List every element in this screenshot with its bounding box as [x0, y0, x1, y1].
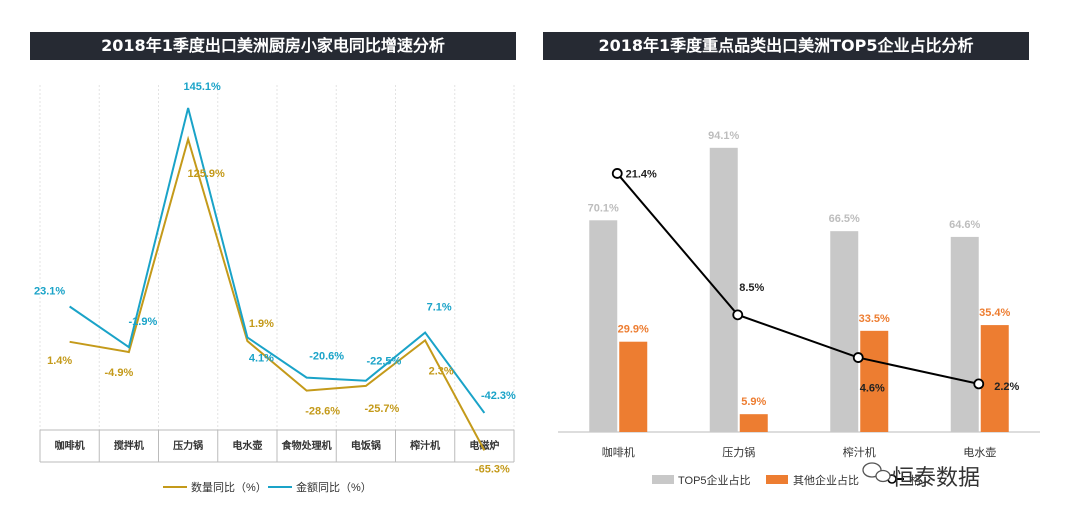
series-line-0 — [69, 135, 486, 451]
right-chart-title: 2018年1季度重点品类出口美洲TOP5企业占比分析 — [543, 32, 1029, 60]
line-point — [611, 168, 623, 179]
watermark-text: 恒泰数据 — [892, 466, 981, 491]
line-series — [616, 172, 979, 385]
legend-swatch-other — [766, 475, 788, 484]
data-label: 2.3% — [429, 365, 454, 377]
line-point — [852, 352, 864, 363]
x-tick-label: 搅拌机 — [114, 439, 144, 452]
data-label: -42.3% — [481, 390, 516, 402]
data-label: 1.4% — [47, 355, 72, 367]
data-label-top5: 94.1% — [708, 130, 739, 142]
x-tick-label: 食物处理机 — [281, 439, 332, 452]
legend-label: 其他企业占比 — [793, 473, 859, 487]
line-point — [973, 378, 985, 390]
wechat-icon-small — [875, 469, 891, 483]
data-label: 4.1% — [249, 352, 274, 364]
data-label: 1.9% — [249, 318, 274, 330]
data-label-other: 29.9% — [618, 324, 649, 336]
data-label: -28.6% — [305, 406, 340, 418]
line-data-label: 8.5% — [739, 282, 764, 294]
line-data-label: 21.4% — [626, 168, 657, 180]
bar-other — [860, 330, 889, 432]
x-tick-label: 电饭锅 — [351, 439, 381, 452]
data-label-other: 35.4% — [979, 307, 1010, 319]
legend-label: 数量同比（%） — [191, 481, 267, 494]
series-line-1 — [69, 107, 486, 414]
bar-top5 — [950, 236, 979, 432]
line-point — [732, 309, 744, 321]
left-chart-title: 2018年1季度出口美洲厨房小家电同比增速分析 — [30, 32, 516, 60]
legend-swatch-top5 — [652, 475, 674, 484]
bar-top5 — [589, 220, 618, 432]
data-label-top5: 64.6% — [949, 219, 980, 231]
x-tick-label: 榨汁机 — [409, 439, 440, 452]
data-label: 23.1% — [34, 286, 65, 298]
data-label: -22.5% — [366, 356, 401, 368]
x-tick-label: 电水壶 — [963, 445, 996, 459]
x-tick-label: 压力锅 — [722, 446, 755, 459]
legend-label: TOP5企业占比 — [678, 473, 751, 487]
x-tick-label: 电水壶 — [232, 439, 262, 452]
x-tick-label: 榨汁机 — [843, 445, 876, 459]
data-label-top5: 70.1% — [588, 202, 619, 214]
x-tick-label: 电磁炉 — [469, 439, 499, 452]
data-label: -1.9% — [129, 316, 158, 328]
line-data-label: 2.2% — [994, 381, 1019, 393]
bar-top5 — [709, 147, 738, 432]
bar-other — [619, 341, 648, 432]
wechat-icon — [862, 462, 882, 478]
data-label: -25.7% — [364, 403, 399, 415]
data-label-top5: 66.5% — [829, 213, 860, 225]
data-label: -65.3% — [475, 463, 510, 475]
data-label-other: 33.5% — [859, 313, 890, 325]
x-tick-label: 咖啡机 — [602, 445, 635, 459]
data-label: -20.6% — [309, 351, 344, 363]
x-tick-label: 压力锅 — [173, 439, 203, 452]
data-label: -4.9% — [105, 367, 134, 379]
line-data-label: 4.6% — [860, 383, 885, 395]
data-label-other: 5.9% — [741, 396, 766, 408]
bar-other — [980, 325, 1009, 432]
data-label: 125.9% — [187, 168, 225, 180]
legend-label: 金额同比（%） — [296, 480, 372, 494]
data-label: 7.1% — [427, 302, 452, 314]
legend-label: 格 — [910, 473, 921, 487]
data-label: 145.1% — [183, 81, 221, 93]
x-tick-label: 咖啡机 — [55, 439, 85, 452]
bar-top5 — [830, 231, 859, 432]
bar-other — [739, 414, 768, 432]
